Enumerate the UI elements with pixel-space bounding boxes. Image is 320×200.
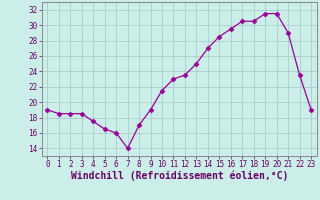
X-axis label: Windchill (Refroidissement éolien,°C): Windchill (Refroidissement éolien,°C): [70, 171, 288, 181]
